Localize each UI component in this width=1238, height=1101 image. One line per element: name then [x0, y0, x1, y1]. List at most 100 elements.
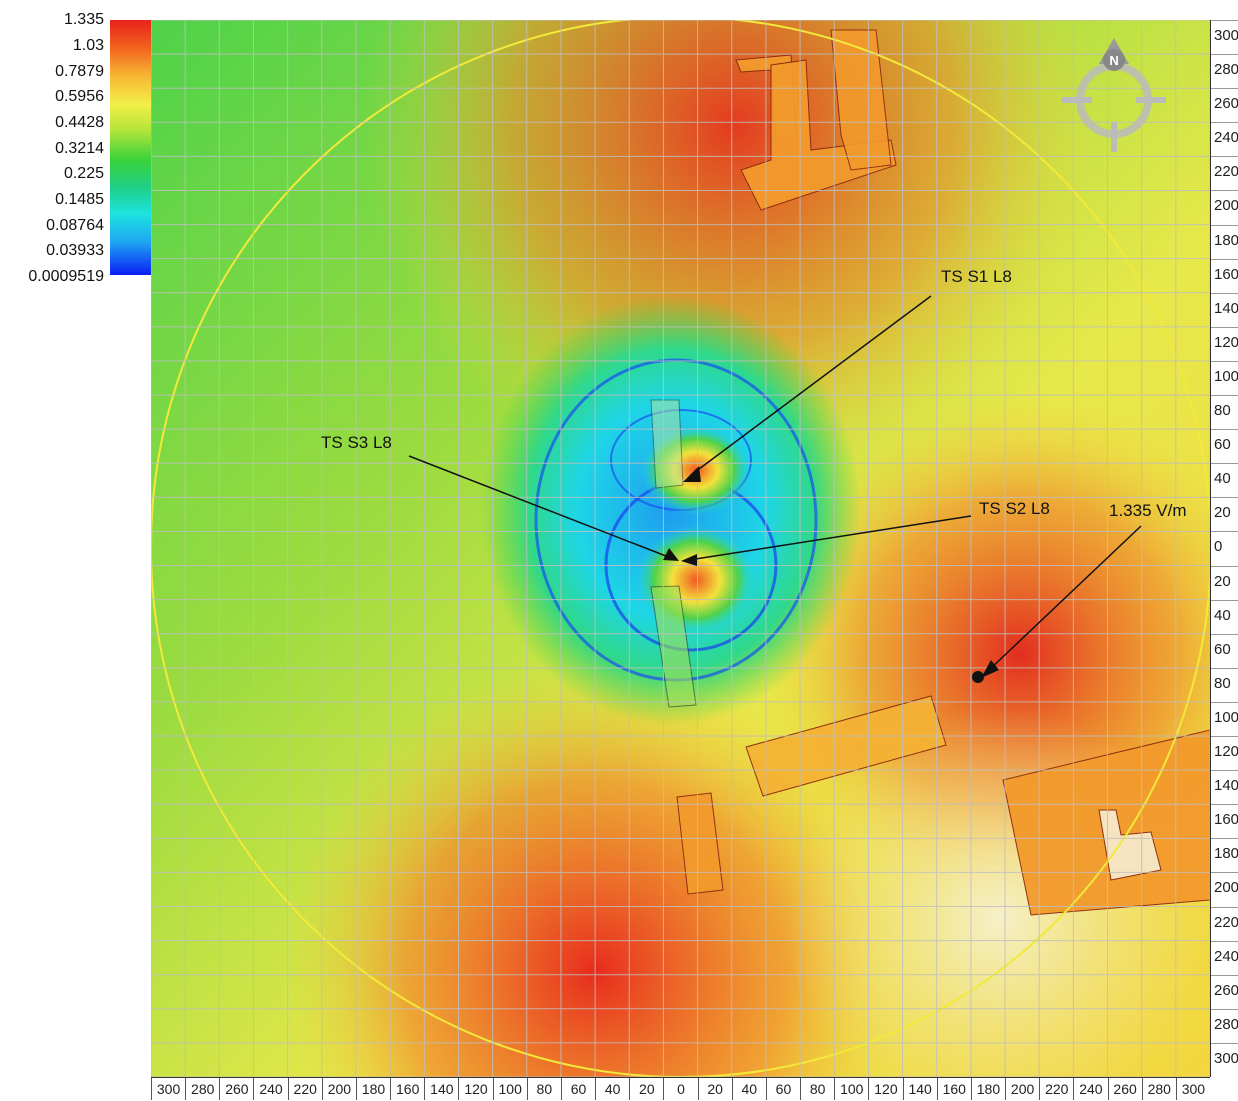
ruler-tick-label: 180: [355, 1078, 390, 1100]
legend-label: 0.3214: [55, 140, 104, 157]
ruler-tick-label: 200: [1211, 872, 1238, 906]
field-map[interactable]: TS S1 L8 TS S2 L8 TS S3 L8 1.335 V/m N: [151, 20, 1210, 1077]
ruler-tick-label: 220: [287, 1078, 322, 1100]
arrowhead-icon: [683, 466, 701, 482]
legend-label: 0.1485: [55, 191, 104, 208]
compass-icon: N: [1062, 38, 1166, 152]
arrowhead-icon: [981, 660, 999, 678]
ruler-tick-label: 140: [902, 1078, 937, 1100]
ruler-tick-label: 80: [1211, 667, 1238, 702]
ruler-tick-label: 120: [1211, 736, 1238, 770]
ruler-tick-label: 240: [1073, 1078, 1107, 1100]
ruler-tick-label: 280: [1211, 1008, 1238, 1043]
ruler-tick-label: 140: [1211, 292, 1238, 327]
ruler-tick-label: 180: [1211, 224, 1238, 259]
ruler-tick-label: 120: [868, 1078, 902, 1100]
annotation-s1-label: TS S1 L8: [941, 267, 1012, 286]
building: [740, 59, 897, 211]
legend-label: 0.4428: [55, 114, 104, 131]
ruler-tick-label: 220: [1039, 1078, 1073, 1100]
ruler-tick-label: 20: [697, 1078, 732, 1100]
ruler-tick-label: 100: [1211, 360, 1238, 395]
ruler-tick-label: 280: [1211, 54, 1238, 88]
ruler-tick-label: 60: [560, 1078, 595, 1100]
ruler-tick-label: 160: [936, 1078, 971, 1100]
ruler-tick-label: 200: [1005, 1078, 1039, 1100]
building: [676, 792, 724, 895]
arrowhead-icon: [663, 548, 679, 561]
ruler-tick-label: 260: [1211, 88, 1238, 122]
ruler-tick-label: 140: [1211, 770, 1238, 804]
ruler-tick-label: 160: [390, 1078, 424, 1100]
ruler-tick-label: 200: [321, 1078, 356, 1100]
legend-label: 0.225: [63, 165, 104, 182]
ruler-tick-label: 20: [1211, 565, 1238, 600]
ruler-tick-label: 100: [1211, 701, 1238, 736]
ruler-tick-label: 60: [1211, 429, 1238, 463]
legend-color-bar: [110, 20, 151, 275]
ruler-tick-label: 80: [526, 1078, 561, 1100]
ruler-tick-label: 140: [424, 1078, 458, 1100]
ruler-tick-label: 300: [151, 1078, 185, 1100]
ruler-tick-label: 80: [800, 1078, 834, 1100]
ruler-tick-label: 180: [970, 1078, 1005, 1100]
legend-labels: 1.335 1.03 0.7879 0.5956 0.4428 0.3214 0…: [0, 11, 104, 285]
legend-label: 0.03933: [46, 242, 104, 259]
compass-north-label: N: [1109, 53, 1118, 68]
ruler-tick-label: 40: [731, 1078, 766, 1100]
ruler-tick-label: 240: [1211, 122, 1238, 156]
max-point-marker: [972, 671, 984, 683]
ruler-tick-label: 200: [1211, 190, 1238, 224]
annotation-s3-label: TS S3 L8: [321, 433, 392, 452]
ruler-tick-label: 240: [1211, 940, 1238, 975]
legend-label: 0.5956: [55, 88, 104, 105]
ruler-tick-label: 300: [1175, 1078, 1210, 1100]
annotation-s2[interactable]: TS S2 L8: [681, 499, 1050, 566]
annotation-max[interactable]: 1.335 V/m: [972, 501, 1187, 683]
ruler-tick-label: 260: [219, 1078, 253, 1100]
ruler-tick-label: 280: [185, 1078, 219, 1100]
ruler-tick-label: 60: [1211, 633, 1238, 668]
legend-label: 1.335: [63, 11, 104, 28]
ruler-tick-label: 100: [492, 1078, 527, 1100]
ruler-tick-label: 120: [1211, 326, 1238, 361]
ruler-tick-label: 160: [1211, 804, 1238, 838]
ruler-tick-label: 220: [1211, 906, 1238, 941]
ruler-tick-label: 260: [1107, 1078, 1142, 1100]
ruler-tick-label: 180: [1211, 838, 1238, 872]
ruler-tick-label: 40: [1211, 463, 1238, 497]
ruler-tick-label: 220: [1211, 156, 1238, 190]
arrowhead-icon: [681, 554, 697, 566]
annotation-s1[interactable]: TS S1 L8: [683, 267, 1012, 482]
ruler-bottom: 300 280 260 240 220 200 180 160 140 120 100 80 60 40 2…: [151, 1077, 1210, 1101]
ruler-tick-label: 240: [253, 1078, 287, 1100]
ruler-tick-label: 300: [1211, 20, 1238, 54]
ruler-tick-label: 280: [1141, 1078, 1176, 1100]
legend-label: 0.0009519: [28, 268, 104, 285]
building: [830, 29, 892, 171]
field-map-svg: TS S1 L8 TS S2 L8 TS S3 L8 1.335 V/m N: [151, 20, 1210, 1077]
ruler-tick-label: 0: [663, 1078, 697, 1100]
ruler-tick-label: 160: [1211, 258, 1238, 293]
ruler-tick-label: 60: [765, 1078, 800, 1100]
legend-label: 0.08764: [46, 217, 104, 234]
ruler-tick-label: 100: [834, 1078, 868, 1100]
annotation-s2-label: TS S2 L8: [979, 499, 1050, 518]
legend-label: 0.7879: [55, 63, 104, 80]
building-courtyard: [1098, 809, 1162, 881]
ruler-tick-label: 0: [1211, 531, 1238, 565]
ruler-tick-label: 260: [1211, 974, 1238, 1009]
ruler-tick-label: 120: [458, 1078, 492, 1100]
ruler-tick-label: 40: [595, 1078, 629, 1100]
ruler-tick-label: 300: [1211, 1042, 1238, 1077]
ruler-tick-label: 20: [629, 1078, 663, 1100]
annotation-s3[interactable]: TS S3 L8: [321, 433, 679, 561]
ruler-right: 300 280 260 240 220 200 180 160 140 120 100 80 60 40 2…: [1210, 20, 1238, 1077]
building: [745, 695, 947, 797]
ruler-tick-label: 20: [1211, 497, 1238, 531]
ruler-tick-label: 40: [1211, 599, 1238, 634]
station-strip: [650, 399, 684, 489]
annotation-max-label: 1.335 V/m: [1109, 501, 1187, 520]
legend-label: 1.03: [72, 37, 104, 54]
ruler-tick-label: 80: [1211, 395, 1238, 429]
